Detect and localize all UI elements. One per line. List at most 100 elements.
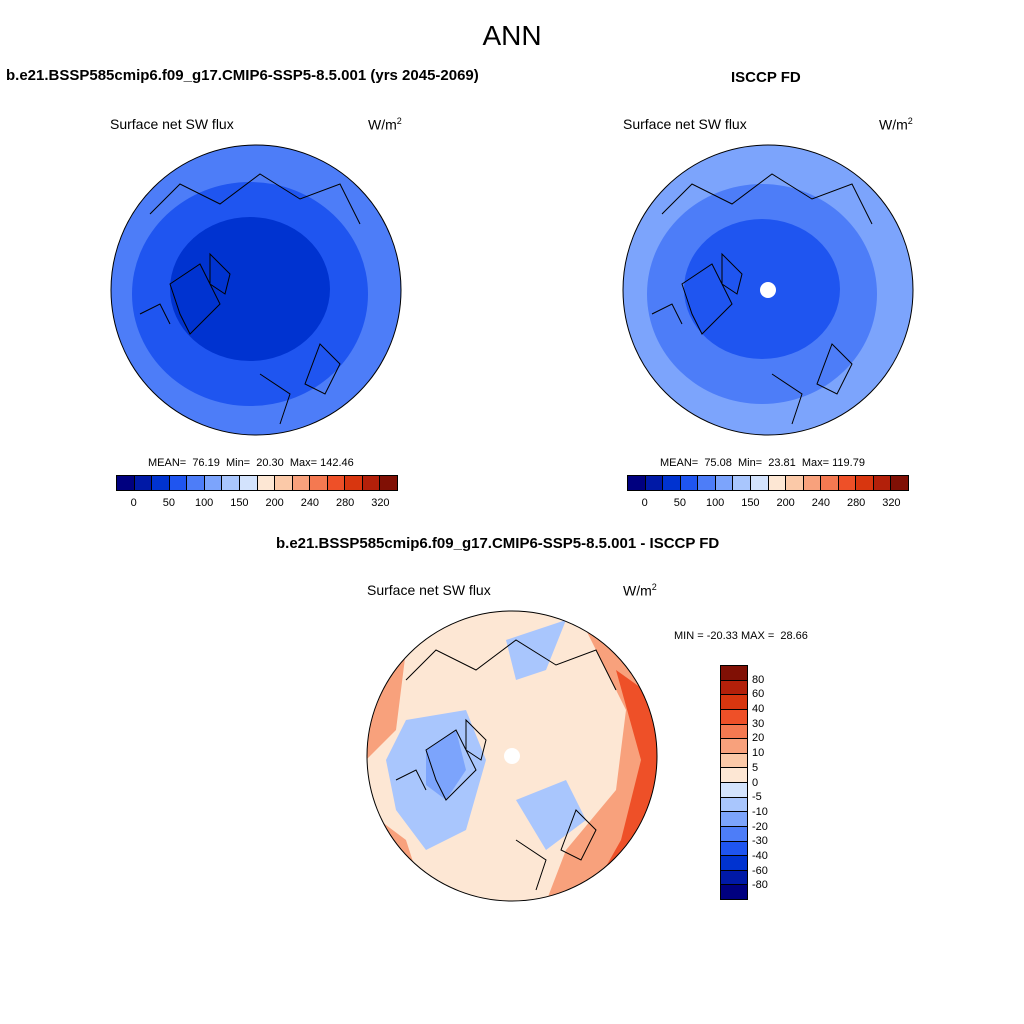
model-stats: MEAN= 76.19 Min= 20.30 Max= 142.46: [148, 457, 354, 469]
obs-polar-map: [622, 144, 914, 436]
diff-colorbar-box: [721, 680, 747, 696]
obs-colorbar-box: [803, 476, 822, 490]
diff-map-border: [366, 610, 658, 902]
diff-colorbar-tick-label: 80: [752, 673, 765, 686]
diff-colorbar-tick-label: 10: [752, 747, 765, 760]
model-colorbar-box: [327, 476, 346, 490]
diff-colorbar-tick-label: 0: [752, 776, 759, 789]
diff-units-label: W/m2: [623, 582, 657, 599]
diff-variable-label: Surface net SW flux: [367, 582, 491, 598]
diff-colorbar-tick-label: 40: [752, 703, 765, 716]
diff-colorbar-tick-label: 5: [752, 761, 759, 774]
diff-polar-map: [366, 610, 658, 902]
diff-colorbar-tick-label: -5: [752, 791, 762, 804]
diff-colorbar-box: [721, 826, 747, 842]
model-field-inner: [170, 217, 330, 361]
obs-colorbar-box: [750, 476, 769, 490]
obs-colorbar-tick-label: 50: [673, 497, 686, 509]
diff-colorbar-box: [721, 856, 747, 871]
model-colorbar-box: [345, 476, 363, 490]
model-polar-map: [110, 144, 402, 436]
model-colorbar-box: [152, 476, 170, 490]
obs-colorbar-box: [821, 476, 839, 490]
diff-colorbar-box: [721, 783, 747, 798]
obs-map-border: [622, 144, 914, 436]
obs-pole-hole: [760, 282, 776, 298]
obs-colorbar-box: [733, 476, 751, 490]
model-colorbar-tick-label: 200: [265, 497, 284, 509]
obs-colorbar-tick-label: 240: [811, 497, 831, 509]
model-colorbar-tick-label: 280: [335, 497, 355, 509]
diff-colorbar-box: [721, 695, 747, 710]
diff-colorbar-box: [721, 739, 747, 754]
obs-colorbar-box: [698, 476, 716, 490]
obs-panel-title: ISCCP FD: [731, 69, 801, 86]
model-colorbar-box: [187, 476, 205, 490]
obs-colorbar-box: [715, 476, 734, 490]
diff-colorbar-tick-label: -60: [752, 864, 768, 877]
obs-colorbar-tick-label: 150: [741, 497, 760, 509]
diff-colorbar-box: [721, 753, 747, 769]
model-colorbar-box: [222, 476, 240, 490]
model-colorbar-tick-label: 50: [162, 497, 175, 509]
obs-colorbar-tick-label: 280: [846, 497, 866, 509]
model-variable-label: Surface net SW flux: [110, 116, 234, 132]
model-colorbar-box: [239, 476, 258, 490]
diff-pole-hole: [504, 748, 520, 764]
diff-colorbar-tick-label: -30: [752, 835, 768, 848]
diff-field-negative-strong: [426, 730, 466, 800]
obs-units-label: W/m2: [879, 116, 913, 133]
model-colorbar-box: [380, 476, 397, 490]
model-colorbar-box: [257, 476, 276, 490]
obs-stats: MEAN= 75.08 Min= 23.81 Max= 119.79: [660, 457, 865, 469]
obs-colorbar-tick-label: 100: [705, 497, 725, 509]
model-units-label: W/m2: [368, 116, 402, 133]
diff-colorbar-box: [721, 812, 747, 827]
obs-variable-label: Surface net SW flux: [623, 116, 747, 132]
diff-colorbar-tick-label: 60: [752, 688, 765, 701]
model-panel-title: b.e21.BSSP585cmip6.f09_g17.CMIP6-SSP5-8.…: [6, 67, 479, 84]
model-colorbar-labels: 0 50 100 150 200 240 280 320: [116, 497, 398, 511]
diff-colorbar-tick-label: 30: [752, 717, 765, 730]
diff-colorbar: [720, 665, 748, 900]
season-title: ANN: [482, 20, 542, 51]
diff-colorbar-labels: 80 60 40 30 20 10 5 0 -5 -10 -20 -30 -40 -60 -80: [752, 665, 792, 900]
diff-colorbar-tick-label: -20: [752, 820, 768, 833]
obs-colorbar: [627, 475, 909, 491]
diff-colorbar-box: [721, 709, 747, 725]
model-colorbar-box: [204, 476, 223, 490]
diff-stats: MIN = -20.33 MAX = 28.66: [674, 630, 808, 642]
obs-coastlines: [651, 173, 873, 425]
model-map-border: [110, 144, 402, 436]
obs-colorbar-box: [663, 476, 681, 490]
diff-panel-title: b.e21.BSSP585cmip6.f09_g17.CMIP6-SSP5-8.…: [276, 535, 720, 552]
model-colorbar-box: [134, 476, 153, 490]
obs-colorbar-box: [628, 476, 646, 490]
model-colorbar-box: [117, 476, 135, 490]
diff-colorbar-box: [721, 666, 747, 681]
obs-colorbar-box: [786, 476, 804, 490]
obs-colorbar-tick-label: 320: [882, 497, 901, 509]
model-colorbar-tick-label: 320: [371, 497, 390, 509]
model-colorbar-box: [362, 476, 381, 490]
obs-colorbar-tick-label: 200: [776, 497, 795, 509]
diff-colorbar-box: [721, 797, 747, 813]
model-coastlines: [139, 173, 361, 425]
obs-colorbar-box: [891, 476, 908, 490]
model-colorbar-tick-label: 100: [194, 497, 214, 509]
model-colorbar-tick-label: 150: [230, 497, 249, 509]
obs-colorbar-box: [856, 476, 874, 490]
diff-colorbar-box: [721, 841, 747, 857]
obs-colorbar-tick-label: 0: [641, 497, 648, 509]
model-colorbar-tick-label: 240: [300, 497, 320, 509]
obs-colorbar-box: [645, 476, 664, 490]
diff-coastlines: [395, 639, 617, 891]
model-colorbar-box: [310, 476, 328, 490]
diff-colorbar-tick-label: -80: [752, 879, 768, 892]
diff-colorbar-box: [721, 885, 747, 899]
diff-colorbar-tick-label: -40: [752, 849, 768, 862]
obs-colorbar-labels: 0 50 100 150 200 240 280 320: [627, 497, 909, 511]
diff-colorbar-tick-label: 20: [752, 732, 765, 745]
diff-colorbar-tick-label: -10: [752, 805, 768, 818]
diff-colorbar-box: [721, 768, 747, 783]
